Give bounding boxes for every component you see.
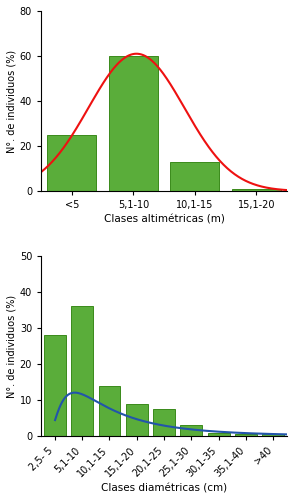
Bar — [109, 56, 158, 191]
Bar — [98, 386, 120, 436]
Bar — [44, 336, 66, 436]
Bar — [181, 426, 202, 436]
Y-axis label: N°. de individuos (%): N°. de individuos (%) — [7, 294, 17, 398]
Bar — [47, 135, 96, 191]
Bar — [208, 432, 230, 436]
Bar — [263, 434, 284, 436]
Bar — [170, 162, 219, 191]
Y-axis label: N°. de individuos (%): N°. de individuos (%) — [7, 50, 17, 152]
Bar — [71, 306, 93, 436]
Bar — [153, 409, 175, 436]
X-axis label: Clases altimétricas (m): Clases altimétricas (m) — [104, 214, 225, 224]
Bar — [232, 189, 281, 191]
Bar — [126, 404, 148, 436]
Bar — [235, 434, 257, 436]
X-axis label: Clases diamétricas (cm): Clases diamétricas (cm) — [101, 483, 227, 493]
